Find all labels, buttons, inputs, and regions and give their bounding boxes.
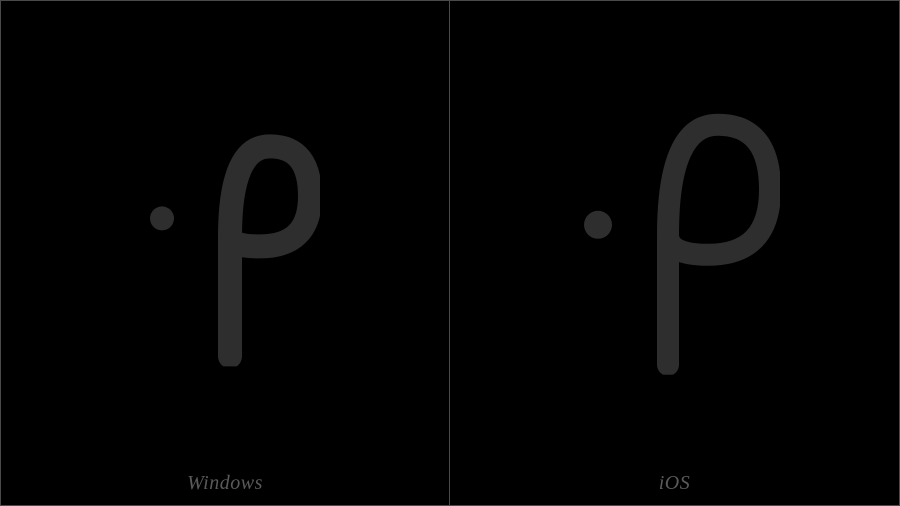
- caption-windows: Windows: [1, 472, 449, 495]
- panel-ios: iOS: [450, 0, 900, 506]
- glyph-loop: [668, 125, 770, 365]
- comparison-container: Windows iOS: [0, 0, 900, 506]
- glyph-ios: [570, 85, 780, 375]
- panel-windows: Windows: [0, 0, 450, 506]
- glyph-dot: [150, 206, 174, 230]
- glyph-loop: [230, 146, 310, 356]
- glyph-windows: [130, 96, 320, 366]
- glyph-dot: [584, 211, 612, 239]
- caption-ios: iOS: [450, 472, 899, 495]
- glyph-svg-windows: [130, 96, 320, 366]
- glyph-svg-ios: [570, 85, 780, 375]
